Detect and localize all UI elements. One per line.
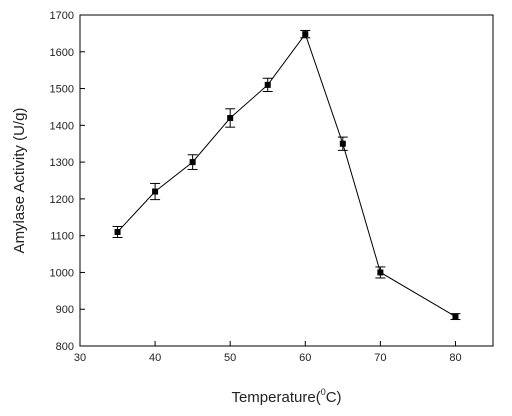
x-axis-unit-open: ( — [316, 389, 321, 406]
y-tick-label: 1300 — [50, 157, 74, 169]
data-point — [225, 108, 236, 128]
y-axis-title: Amylase Activity (U/g) — [11, 108, 28, 254]
data-marker — [114, 228, 121, 235]
data-point — [112, 225, 123, 239]
x-axis-title-text: Temperature — [231, 389, 315, 406]
x-tick-label: 80 — [449, 352, 461, 364]
y-tick-label: 1000 — [50, 267, 74, 279]
plot-frame — [79, 14, 494, 347]
y-tick-label: 1600 — [50, 47, 74, 59]
series-layer — [112, 29, 461, 321]
data-marker — [189, 159, 196, 166]
series-line — [117, 33, 456, 318]
y-tick-label: 1100 — [50, 231, 74, 243]
y-tick-label: 900 — [56, 304, 74, 316]
data-point — [337, 136, 348, 151]
data-marker — [339, 140, 346, 147]
y-tick-label: 1400 — [50, 120, 74, 132]
y-tick-label: 1700 — [50, 10, 74, 22]
data-point — [450, 313, 461, 321]
x-tick-label: 50 — [224, 352, 236, 364]
data-point — [187, 154, 198, 170]
ticks-layer: 30 40 50 60 70 80 800 900 1000 1100 1200 1300 1400 15… — [50, 10, 462, 364]
y-tick-label: 1500 — [50, 84, 74, 96]
data-marker — [377, 269, 384, 276]
data-marker — [152, 188, 159, 195]
data-marker — [264, 81, 271, 88]
data-marker — [452, 313, 459, 320]
data-point — [150, 182, 161, 201]
y-tick-label: 1200 — [50, 194, 74, 206]
data-marker — [302, 31, 309, 38]
data-point — [300, 29, 311, 39]
x-tick-label: 30 — [74, 352, 86, 364]
x-tick-label: 70 — [374, 352, 386, 364]
y-tick-label: 800 — [56, 341, 74, 353]
data-marker — [227, 114, 234, 121]
x-axis-title: Temperature(0C) — [231, 387, 341, 406]
data-point — [262, 77, 273, 92]
x-axis-unit-degree: 0 — [321, 387, 326, 397]
x-axis-unit-close: C) — [326, 389, 342, 406]
x-tick-label: 40 — [149, 352, 161, 364]
x-tick-label: 60 — [299, 352, 311, 364]
data-point — [375, 266, 386, 279]
